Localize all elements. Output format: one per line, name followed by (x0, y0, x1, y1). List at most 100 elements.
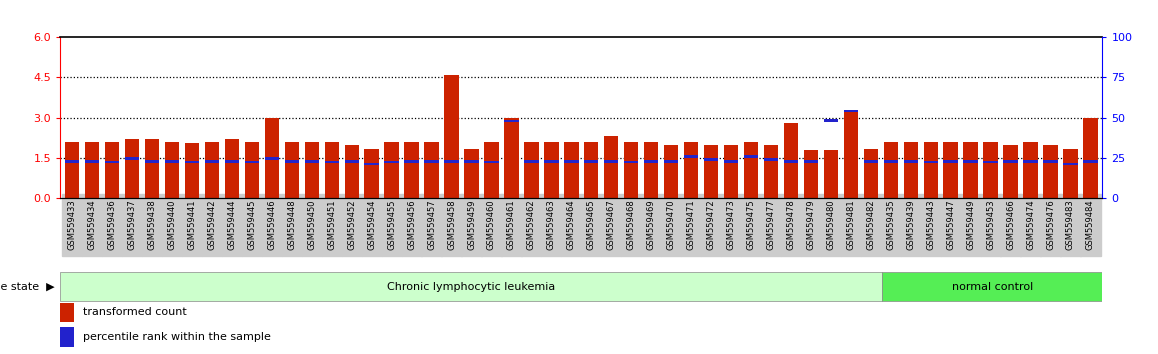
Bar (903, 142, 918, 198)
Bar (244, 142, 259, 198)
Bar (525, 160, 538, 162)
Bar (584, 160, 599, 162)
Bar (484, 161, 499, 163)
Bar (265, 157, 279, 160)
Bar (225, 139, 239, 198)
Bar (564, 160, 579, 162)
Bar (764, 158, 778, 161)
Bar (1083, 118, 1098, 198)
Bar (564, 142, 579, 198)
Bar (324, 161, 339, 163)
Bar (784, 160, 798, 162)
Bar (85, 142, 100, 198)
Bar (983, 161, 998, 163)
Bar (724, 144, 739, 198)
Bar (1083, 160, 1098, 162)
Bar (345, 144, 359, 198)
Bar (882, 273, 1102, 301)
Bar (404, 160, 419, 162)
Bar (884, 142, 897, 198)
Bar (185, 143, 199, 198)
Bar (285, 142, 299, 198)
Bar (544, 160, 558, 162)
Bar (125, 139, 139, 198)
Bar (384, 142, 398, 198)
Bar (125, 157, 139, 160)
Bar (324, 142, 339, 198)
Bar (704, 158, 718, 161)
Bar (1063, 149, 1078, 198)
Bar (924, 142, 938, 198)
Bar (804, 150, 818, 198)
Bar (105, 142, 119, 198)
Bar (743, 142, 758, 198)
Bar (664, 144, 679, 198)
Bar (684, 142, 698, 198)
Bar (544, 142, 558, 198)
Bar (225, 160, 239, 162)
Bar (1024, 142, 1038, 198)
Bar (884, 160, 897, 162)
Bar (265, 118, 279, 198)
Bar (743, 155, 758, 158)
Bar (464, 149, 478, 198)
Bar (365, 149, 379, 198)
Bar (724, 160, 739, 162)
Bar (844, 110, 858, 112)
Bar (584, 142, 599, 198)
Bar (365, 162, 379, 165)
Bar (285, 160, 299, 162)
Bar (604, 137, 618, 198)
Bar (704, 144, 718, 198)
Text: transformed count: transformed count (83, 307, 188, 318)
Bar (65, 142, 80, 198)
Bar (145, 139, 160, 198)
Bar (1043, 160, 1057, 162)
Bar (185, 161, 199, 163)
Bar (664, 160, 679, 162)
Bar (784, 123, 798, 198)
Bar (924, 161, 938, 163)
Bar (445, 160, 459, 162)
Text: Chronic lymphocytic leukemia: Chronic lymphocytic leukemia (387, 282, 555, 292)
Bar (903, 160, 918, 162)
Bar (604, 160, 618, 162)
Bar (864, 149, 878, 198)
Bar (424, 142, 439, 198)
Bar (445, 75, 459, 198)
Bar (244, 161, 259, 163)
Bar (944, 142, 958, 198)
Bar (105, 161, 119, 163)
Bar (963, 142, 977, 198)
Bar (1003, 144, 1018, 198)
Bar (624, 161, 638, 163)
Text: disease state  ▶: disease state ▶ (0, 282, 54, 292)
Bar (1024, 160, 1038, 162)
Bar (404, 142, 419, 198)
Bar (844, 110, 858, 198)
Bar (804, 160, 818, 162)
Bar (1003, 160, 1018, 162)
Bar (1043, 144, 1057, 198)
Bar (484, 142, 499, 198)
Bar (65, 160, 80, 162)
Bar (504, 118, 519, 198)
Bar (644, 160, 659, 162)
Bar (164, 160, 179, 162)
Bar (205, 142, 219, 198)
Bar (823, 150, 838, 198)
Bar (983, 142, 998, 198)
Bar (60, 273, 882, 301)
Bar (424, 160, 439, 162)
Bar (345, 160, 359, 162)
Bar (205, 160, 219, 162)
Bar (145, 160, 160, 162)
Bar (384, 161, 398, 163)
Bar (525, 142, 538, 198)
Bar (305, 142, 318, 198)
Bar (864, 160, 878, 162)
Bar (85, 160, 100, 162)
Bar (944, 160, 958, 162)
Bar (684, 155, 698, 158)
Bar (164, 142, 179, 198)
